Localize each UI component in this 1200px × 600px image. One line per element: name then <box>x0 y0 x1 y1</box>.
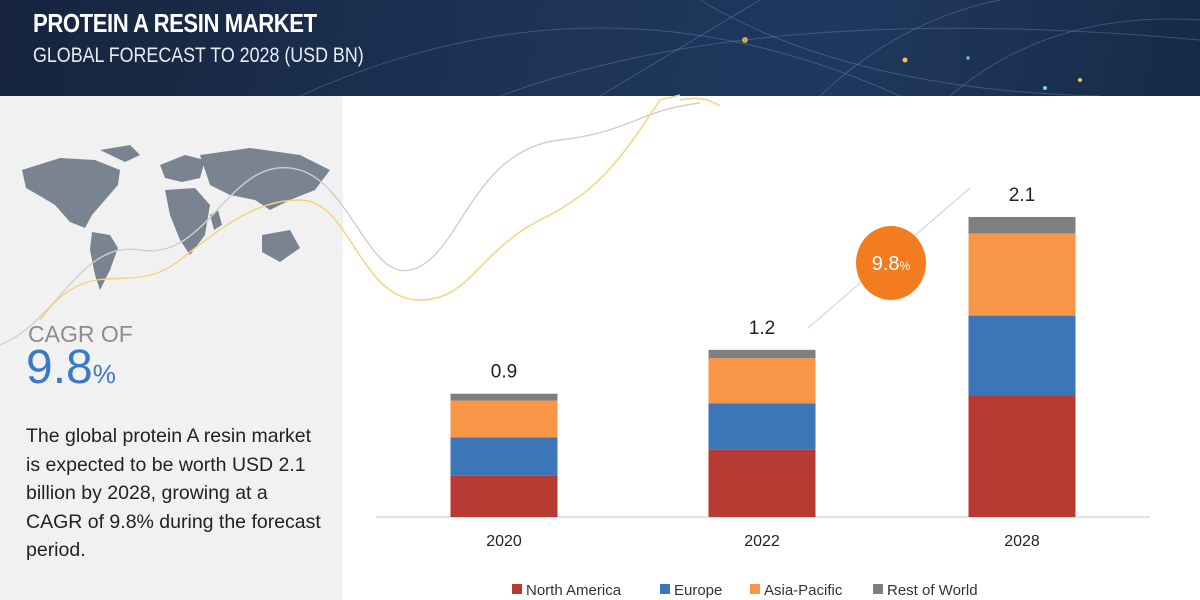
bar-segment-europe-2022 <box>708 403 816 450</box>
bar-segment-europe-2020 <box>450 437 558 476</box>
bar-total-label: 2.1 <box>1009 185 1035 206</box>
bar-segment-asia-pacific-2022 <box>708 358 816 404</box>
cagr-bubble-unit: % <box>900 259 911 273</box>
legend-swatch <box>660 584 670 594</box>
legend-swatch <box>512 584 522 594</box>
bar-total-label: 1.2 <box>749 318 775 339</box>
cagr-unit: % <box>92 359 116 389</box>
cagr-bubble: 9.8% <box>856 226 926 300</box>
bar-segment-europe-2028 <box>968 315 1076 396</box>
bar-segment-rest-of-world-2028 <box>968 216 1076 234</box>
network-lines-decoration <box>299 0 1200 96</box>
x-tick-label: 2028 <box>1004 533 1040 550</box>
bar-segment-rest-of-world-2020 <box>450 393 558 401</box>
bar-segment-north-america-2020 <box>450 475 558 517</box>
bar-segment-rest-of-world-2022 <box>708 349 816 359</box>
legend-label: Rest of World <box>887 582 978 599</box>
legend-swatch <box>750 584 760 594</box>
legend-label: Europe <box>674 582 722 599</box>
page-subtitle: GLOBAL FORECAST TO 2028 (USD BN) <box>33 44 364 67</box>
legend-label: North America <box>526 582 622 599</box>
market-description: The global protein A resin market is exp… <box>26 425 321 561</box>
legend-swatch <box>873 584 883 594</box>
bar-segment-asia-pacific-2020 <box>450 400 558 438</box>
cagr-label: CAGR OF <box>28 321 133 347</box>
bar-total-label: 0.9 <box>491 362 517 383</box>
cagr-value: 9.8% <box>26 340 116 395</box>
x-tick-label: 2020 <box>486 533 522 550</box>
x-tick-label: 2022 <box>744 533 780 550</box>
page-title: PROTEIN A RESIN MARKET <box>33 8 317 38</box>
bar-segment-asia-pacific-2028 <box>968 233 1076 316</box>
svg-text:9.8%: 9.8% <box>872 253 911 275</box>
legend-label: Asia-Pacific <box>764 582 843 599</box>
cagr-number: 9.8 <box>26 341 93 394</box>
bar-segment-north-america-2022 <box>708 449 816 517</box>
cagr-bubble-value: 9.8 <box>872 253 900 275</box>
header-banner: PROTEIN A RESIN MARKET GLOBAL FORECAST T… <box>0 0 1200 96</box>
bar-segment-north-america-2028 <box>968 395 1076 517</box>
